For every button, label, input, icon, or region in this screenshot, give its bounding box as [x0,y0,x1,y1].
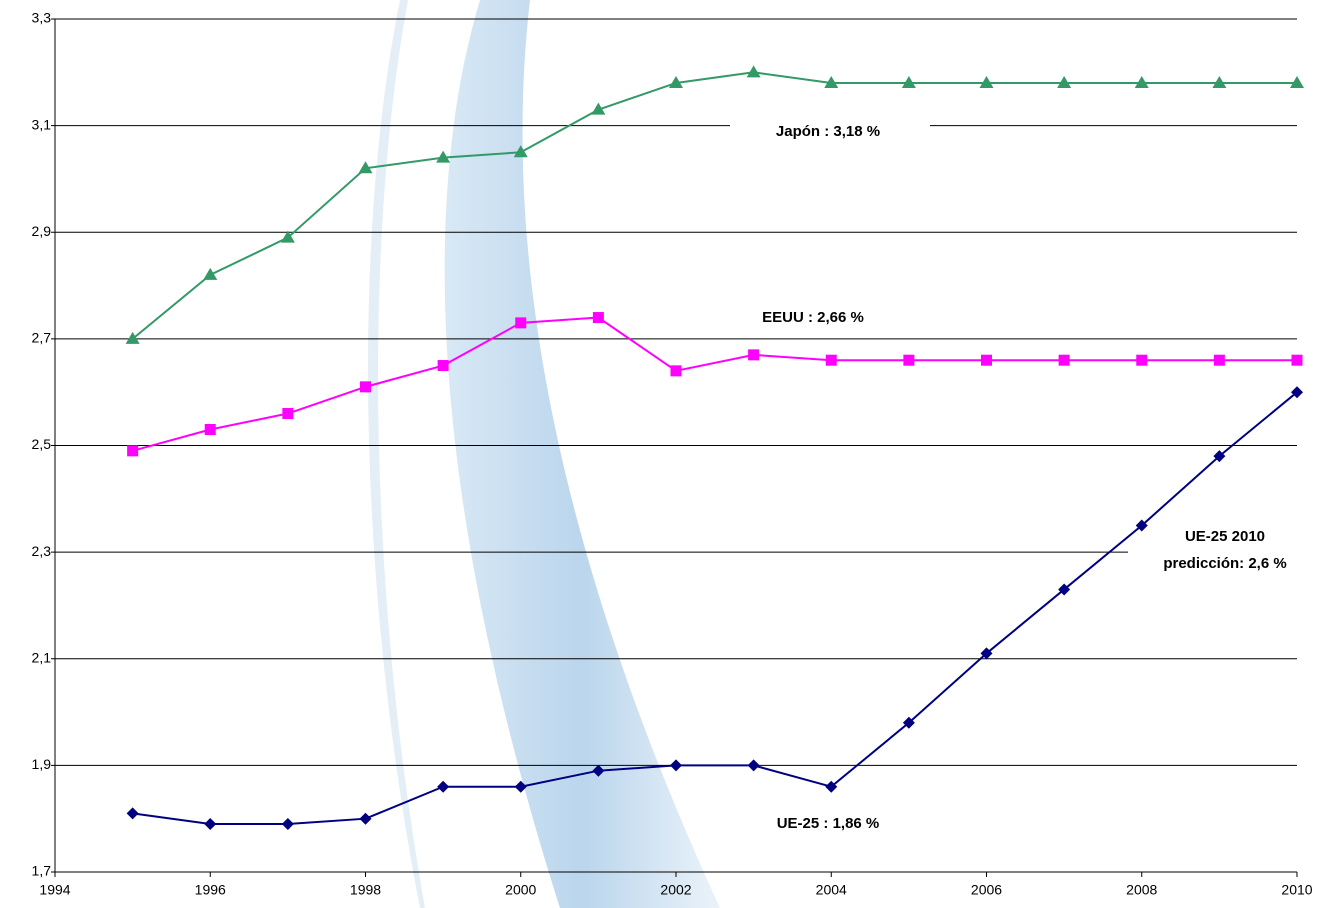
background-swoosh [445,0,720,908]
marker [205,424,216,435]
x-tick-label: 1998 [350,882,381,898]
y-tick-label: 1,9 [32,756,52,772]
marker [360,381,371,392]
marker [748,759,760,771]
marker [203,268,217,280]
annotation: UE-25 : 1,86 % [777,815,880,832]
series-line [133,72,1297,339]
marker [747,65,761,77]
series-line [133,318,1297,451]
marker [593,312,604,323]
x-tick-label: 2008 [1126,882,1157,898]
marker [437,781,449,793]
marker [903,355,914,366]
marker [670,759,682,771]
marker [981,355,992,366]
marker [204,818,216,830]
marker [748,349,759,360]
marker [1292,355,1303,366]
y-tick-label: 2,5 [32,436,52,452]
y-tick-label: 3,3 [32,10,52,26]
x-tick-label: 1996 [195,882,226,898]
marker [1136,355,1147,366]
y-tick-label: 2,9 [32,223,52,239]
marker [282,408,293,419]
marker [515,317,526,328]
marker [1059,355,1070,366]
x-tick-label: 2004 [816,882,847,898]
annotation: predicción: 2,6 % [1163,555,1286,572]
marker [826,355,837,366]
x-tick-label: 2002 [660,882,691,898]
chart: 1,7 1,9 2,1 2,3 2,5 2,7 2,9 3,1 3,3 1994 1996 1998 2… [0,0,1317,908]
y-tick-label: 2,3 [32,543,52,559]
annotation: Japón : 3,18 % [776,123,880,140]
marker [127,807,139,819]
series-line [133,392,1297,824]
marker [671,365,682,376]
marker [282,818,294,830]
annotation: UE-25 2010 [1185,528,1265,545]
y-tick-label: 1,7 [32,863,52,879]
x-tick-label: 1994 [39,882,70,898]
marker [127,445,138,456]
marker [1214,355,1225,366]
y-tick-label: 2,7 [32,330,52,346]
x-tick-label: 2006 [971,882,1002,898]
background-swoosh [368,0,425,908]
y-tick-label: 2,1 [32,649,52,665]
plot-area: 1,7 1,9 2,1 2,3 2,5 2,7 2,9 3,1 3,3 1994 1996 1998 2… [32,10,1317,898]
marker [438,360,449,371]
annotation: EEUU : 2,66 % [762,309,864,326]
marker [360,813,372,825]
x-tick-label: 2000 [505,882,536,898]
y-tick-label: 3,1 [32,116,52,132]
x-tick-label: 2010 [1281,882,1312,898]
